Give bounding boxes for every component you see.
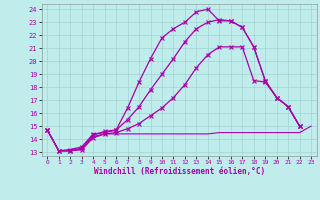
X-axis label: Windchill (Refroidissement éolien,°C): Windchill (Refroidissement éolien,°C) (94, 167, 265, 176)
